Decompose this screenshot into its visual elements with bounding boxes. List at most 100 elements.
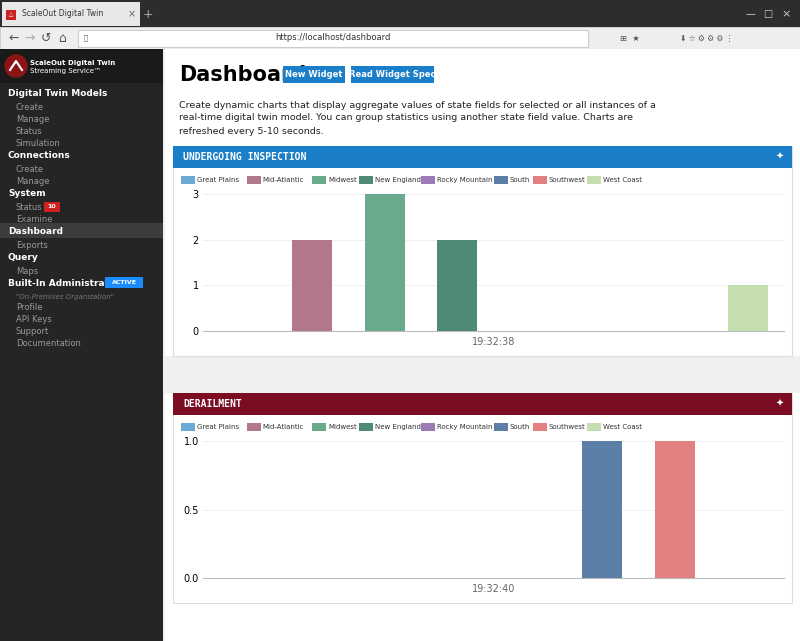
FancyBboxPatch shape — [351, 66, 434, 83]
Text: API Keys: API Keys — [16, 315, 52, 324]
Text: Rocky Mountain: Rocky Mountain — [437, 424, 492, 430]
Text: 🔒: 🔒 — [84, 35, 88, 41]
FancyBboxPatch shape — [0, 49, 163, 83]
Text: ×: × — [782, 9, 790, 19]
Text: Profile: Profile — [16, 303, 42, 313]
Text: Connections: Connections — [8, 151, 70, 160]
Text: Midwest: Midwest — [328, 177, 357, 183]
Text: Southwest: Southwest — [549, 424, 586, 430]
Text: "On-Premises Organization": "On-Premises Organization" — [16, 294, 114, 300]
Text: System: System — [8, 188, 46, 197]
Text: 10: 10 — [48, 204, 56, 210]
Text: Mid-Atlantic: Mid-Atlantic — [262, 177, 304, 183]
Text: Great Plains: Great Plains — [197, 424, 239, 430]
Text: real-time digital twin model. You can group statistics using another state field: real-time digital twin model. You can gr… — [179, 113, 633, 122]
FancyBboxPatch shape — [0, 49, 800, 641]
Text: UNDERGOING INSPECTION: UNDERGOING INSPECTION — [183, 152, 306, 162]
FancyBboxPatch shape — [0, 27, 800, 49]
Text: Create: Create — [16, 103, 44, 112]
FancyBboxPatch shape — [173, 393, 792, 603]
Text: Streaming Service™: Streaming Service™ — [30, 68, 101, 74]
Text: ScaleOut Digital Twin: ScaleOut Digital Twin — [22, 10, 103, 19]
Text: Create: Create — [16, 165, 44, 174]
Text: Status: Status — [16, 203, 42, 212]
FancyBboxPatch shape — [246, 423, 261, 431]
Text: →: → — [25, 31, 35, 44]
FancyBboxPatch shape — [421, 176, 434, 184]
FancyBboxPatch shape — [358, 423, 373, 431]
Text: South: South — [510, 177, 530, 183]
Text: Manage: Manage — [16, 176, 50, 185]
FancyBboxPatch shape — [105, 277, 143, 288]
FancyBboxPatch shape — [0, 49, 163, 641]
Text: New Widget: New Widget — [286, 70, 342, 79]
FancyBboxPatch shape — [533, 176, 547, 184]
Text: ⌂: ⌂ — [58, 31, 66, 44]
Text: West Coast: West Coast — [603, 424, 642, 430]
Bar — [292, 240, 332, 331]
X-axis label: 19:32:40: 19:32:40 — [472, 583, 515, 594]
FancyBboxPatch shape — [421, 423, 434, 431]
Text: DERAILMENT: DERAILMENT — [183, 399, 242, 409]
Text: Built-In Administrator: Built-In Administrator — [8, 278, 120, 288]
Text: Digital Twin Models: Digital Twin Models — [8, 88, 107, 97]
Text: ACTIVE: ACTIVE — [111, 281, 137, 285]
FancyBboxPatch shape — [283, 66, 345, 83]
Text: ←: ← — [9, 31, 19, 44]
Text: ×: × — [128, 9, 136, 19]
Text: Status: Status — [16, 126, 42, 135]
Text: Create dynamic charts that display aggregate values of state fields for selected: Create dynamic charts that display aggre… — [179, 101, 656, 110]
Bar — [728, 285, 768, 331]
Text: Maps: Maps — [16, 267, 38, 276]
Text: Support: Support — [16, 328, 50, 337]
FancyBboxPatch shape — [173, 393, 792, 415]
FancyBboxPatch shape — [181, 423, 195, 431]
FancyBboxPatch shape — [246, 176, 261, 184]
FancyBboxPatch shape — [494, 423, 508, 431]
FancyBboxPatch shape — [2, 2, 140, 26]
Text: ⬇ ☆ ⚙ ⚙ ⚙ ⋮: ⬇ ☆ ⚙ ⚙ ⚙ ⋮ — [680, 33, 734, 42]
FancyBboxPatch shape — [312, 423, 326, 431]
FancyBboxPatch shape — [312, 176, 326, 184]
FancyBboxPatch shape — [173, 146, 792, 356]
FancyBboxPatch shape — [533, 423, 547, 431]
Text: +: + — [142, 8, 154, 21]
FancyBboxPatch shape — [358, 176, 373, 184]
Bar — [582, 441, 622, 578]
FancyBboxPatch shape — [173, 146, 792, 168]
Text: Simulation: Simulation — [16, 138, 61, 147]
X-axis label: 19:32:38: 19:32:38 — [472, 337, 515, 347]
Text: Dashboard: Dashboard — [179, 65, 306, 85]
FancyBboxPatch shape — [0, 223, 163, 238]
Text: ✦: ✦ — [776, 152, 784, 162]
Text: New England: New England — [374, 177, 421, 183]
FancyBboxPatch shape — [0, 0, 800, 27]
Text: ✦: ✦ — [776, 399, 784, 409]
Text: Dashboard: Dashboard — [8, 226, 63, 235]
FancyBboxPatch shape — [587, 176, 601, 184]
Text: —: — — [745, 9, 755, 19]
Bar — [438, 240, 477, 331]
Text: West Coast: West Coast — [603, 177, 642, 183]
Circle shape — [5, 55, 27, 77]
Text: □: □ — [763, 9, 773, 19]
Text: Examine: Examine — [16, 215, 53, 224]
Bar — [365, 194, 405, 331]
Text: ↺: ↺ — [41, 31, 51, 44]
FancyBboxPatch shape — [165, 356, 800, 393]
Text: △: △ — [9, 12, 13, 17]
FancyBboxPatch shape — [494, 176, 508, 184]
Text: Query: Query — [8, 253, 38, 262]
Text: Read Widget Spec: Read Widget Spec — [349, 70, 435, 79]
FancyBboxPatch shape — [165, 49, 800, 641]
Text: Southwest: Southwest — [549, 177, 586, 183]
FancyBboxPatch shape — [44, 202, 60, 212]
Text: Exports: Exports — [16, 240, 48, 249]
Text: Great Plains: Great Plains — [197, 177, 239, 183]
FancyBboxPatch shape — [587, 423, 601, 431]
Text: Rocky Mountain: Rocky Mountain — [437, 177, 492, 183]
Text: ScaleOut Digital Twin: ScaleOut Digital Twin — [30, 60, 115, 66]
Text: Mid-Atlantic: Mid-Atlantic — [262, 424, 304, 430]
FancyBboxPatch shape — [6, 10, 16, 20]
FancyBboxPatch shape — [181, 176, 195, 184]
